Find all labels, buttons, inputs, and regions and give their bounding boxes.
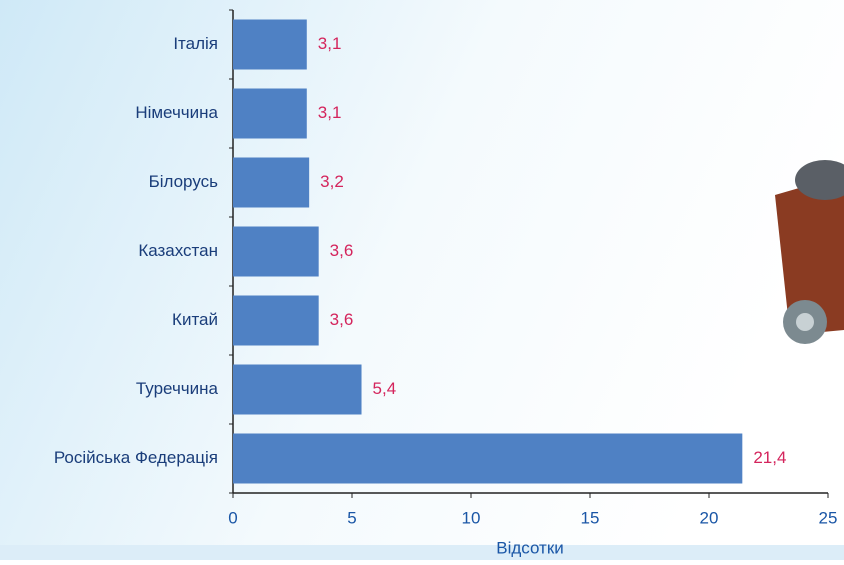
x-tick-label: 10: [462, 508, 481, 527]
bar: [233, 433, 743, 484]
y-tick-label: Німеччина: [135, 103, 218, 122]
value-label: 3,2: [320, 172, 344, 191]
value-label: 3,6: [330, 241, 354, 260]
y-tick-label: Казахстан: [138, 241, 218, 260]
value-label: 3,1: [318, 103, 342, 122]
x-tick-label: 5: [347, 508, 356, 527]
value-label: 3,6: [330, 310, 354, 329]
y-tick-label: Італія: [173, 34, 218, 53]
y-tick-label: Туреччина: [136, 379, 219, 398]
bar: [233, 157, 310, 208]
y-tick-label: Російська Федерація: [54, 448, 218, 467]
x-axis-title: Відсотки: [496, 538, 564, 557]
value-label: 3,1: [318, 34, 342, 53]
y-tick-label: Білорусь: [149, 172, 219, 191]
cart-illustration: [775, 160, 844, 344]
x-tick-label: 15: [581, 508, 600, 527]
y-tick-label: Китай: [172, 310, 218, 329]
value-label: 21,4: [753, 448, 786, 467]
x-tick-label: 25: [819, 508, 838, 527]
value-label: 5,4: [373, 379, 397, 398]
bar: [233, 226, 319, 277]
bar: [233, 364, 362, 415]
x-tick-label: 0: [228, 508, 237, 527]
bar: [233, 19, 307, 70]
bar: [233, 88, 307, 139]
bar: [233, 295, 319, 346]
x-tick-label: 20: [700, 508, 719, 527]
bottom-strip: [0, 545, 844, 560]
